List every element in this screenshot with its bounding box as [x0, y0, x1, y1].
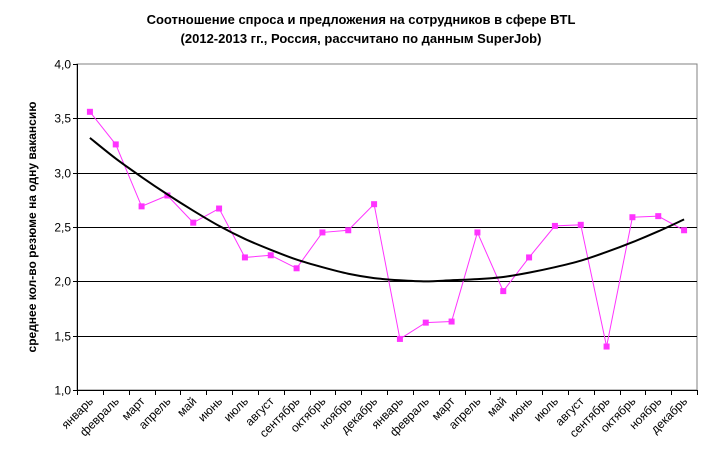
data-point: [138, 203, 145, 210]
y-tick-label: 2,5: [54, 221, 71, 235]
data-point: [526, 254, 533, 261]
data-point: [345, 227, 352, 234]
data-point: [396, 335, 403, 342]
y-tick-label: 2,0: [54, 275, 71, 289]
plot-area: 1,01,52,02,53,03,54,0январьфевральмартап…: [54, 58, 698, 440]
series-line: [89, 111, 685, 347]
data-point: [577, 221, 584, 228]
y-tick-label: 1,0: [54, 384, 71, 398]
data-point: [474, 229, 481, 236]
data-point: [681, 227, 688, 234]
data-point: [190, 219, 197, 226]
chart-title: Соотношение спроса и предложения на сотр…: [147, 12, 576, 27]
data-point: [655, 213, 662, 220]
data-point: [293, 265, 300, 272]
data-point: [603, 343, 610, 350]
data-point: [267, 252, 274, 259]
data-point: [241, 254, 248, 261]
data-point: [86, 108, 93, 115]
data-point: [319, 229, 326, 236]
data-point: [551, 222, 558, 229]
chart-subtitle: (2012-2013 гг., Россия, рассчитано по да…: [181, 31, 542, 46]
y-tick-label: 3,0: [54, 167, 71, 181]
data-point: [500, 288, 507, 295]
data-point: [422, 319, 429, 326]
data-point: [112, 141, 119, 148]
y-tick-label: 1,5: [54, 330, 71, 344]
data-point: [371, 201, 378, 208]
y-tick-label: 3,5: [54, 112, 71, 126]
trend-line: [89, 137, 685, 283]
x-tick-label: июнь: [505, 394, 535, 424]
data-point: [448, 318, 455, 325]
y-tick-label: 4,0: [54, 58, 71, 72]
y-axis-label: среднее кол-во резюме на одну вакансию: [25, 102, 39, 353]
data-point: [216, 205, 223, 212]
data-point: [629, 214, 636, 221]
x-tick-label: июнь: [195, 394, 225, 424]
